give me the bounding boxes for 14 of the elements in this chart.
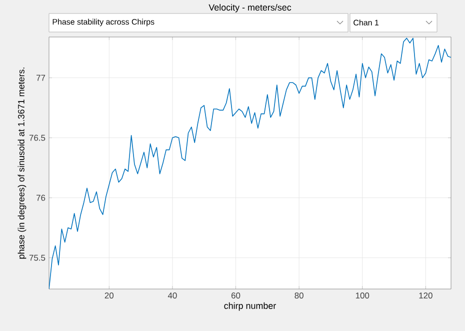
x-tick-label: 120 [419,292,432,299]
y-tick-label: 75.5 [29,254,46,261]
x-tick-label: 20 [104,292,114,299]
y-axis-title: phase (in degrees) of sinusoid at 1.3671 meters. [18,68,26,259]
x-tick-label: 60 [231,292,240,299]
x-tick-label: 100 [356,292,370,299]
chart-title: Velocity - meters/sec [208,4,292,12]
y-tick-label: 76 [36,194,46,201]
line-series [49,38,452,289]
x-tick-label: 80 [294,292,304,299]
y-tick-label: 76.5 [29,134,46,141]
x-axis-title: chirp number [224,302,276,311]
x-tick-label: 40 [168,292,177,299]
y-tick-label: 77 [36,74,46,81]
